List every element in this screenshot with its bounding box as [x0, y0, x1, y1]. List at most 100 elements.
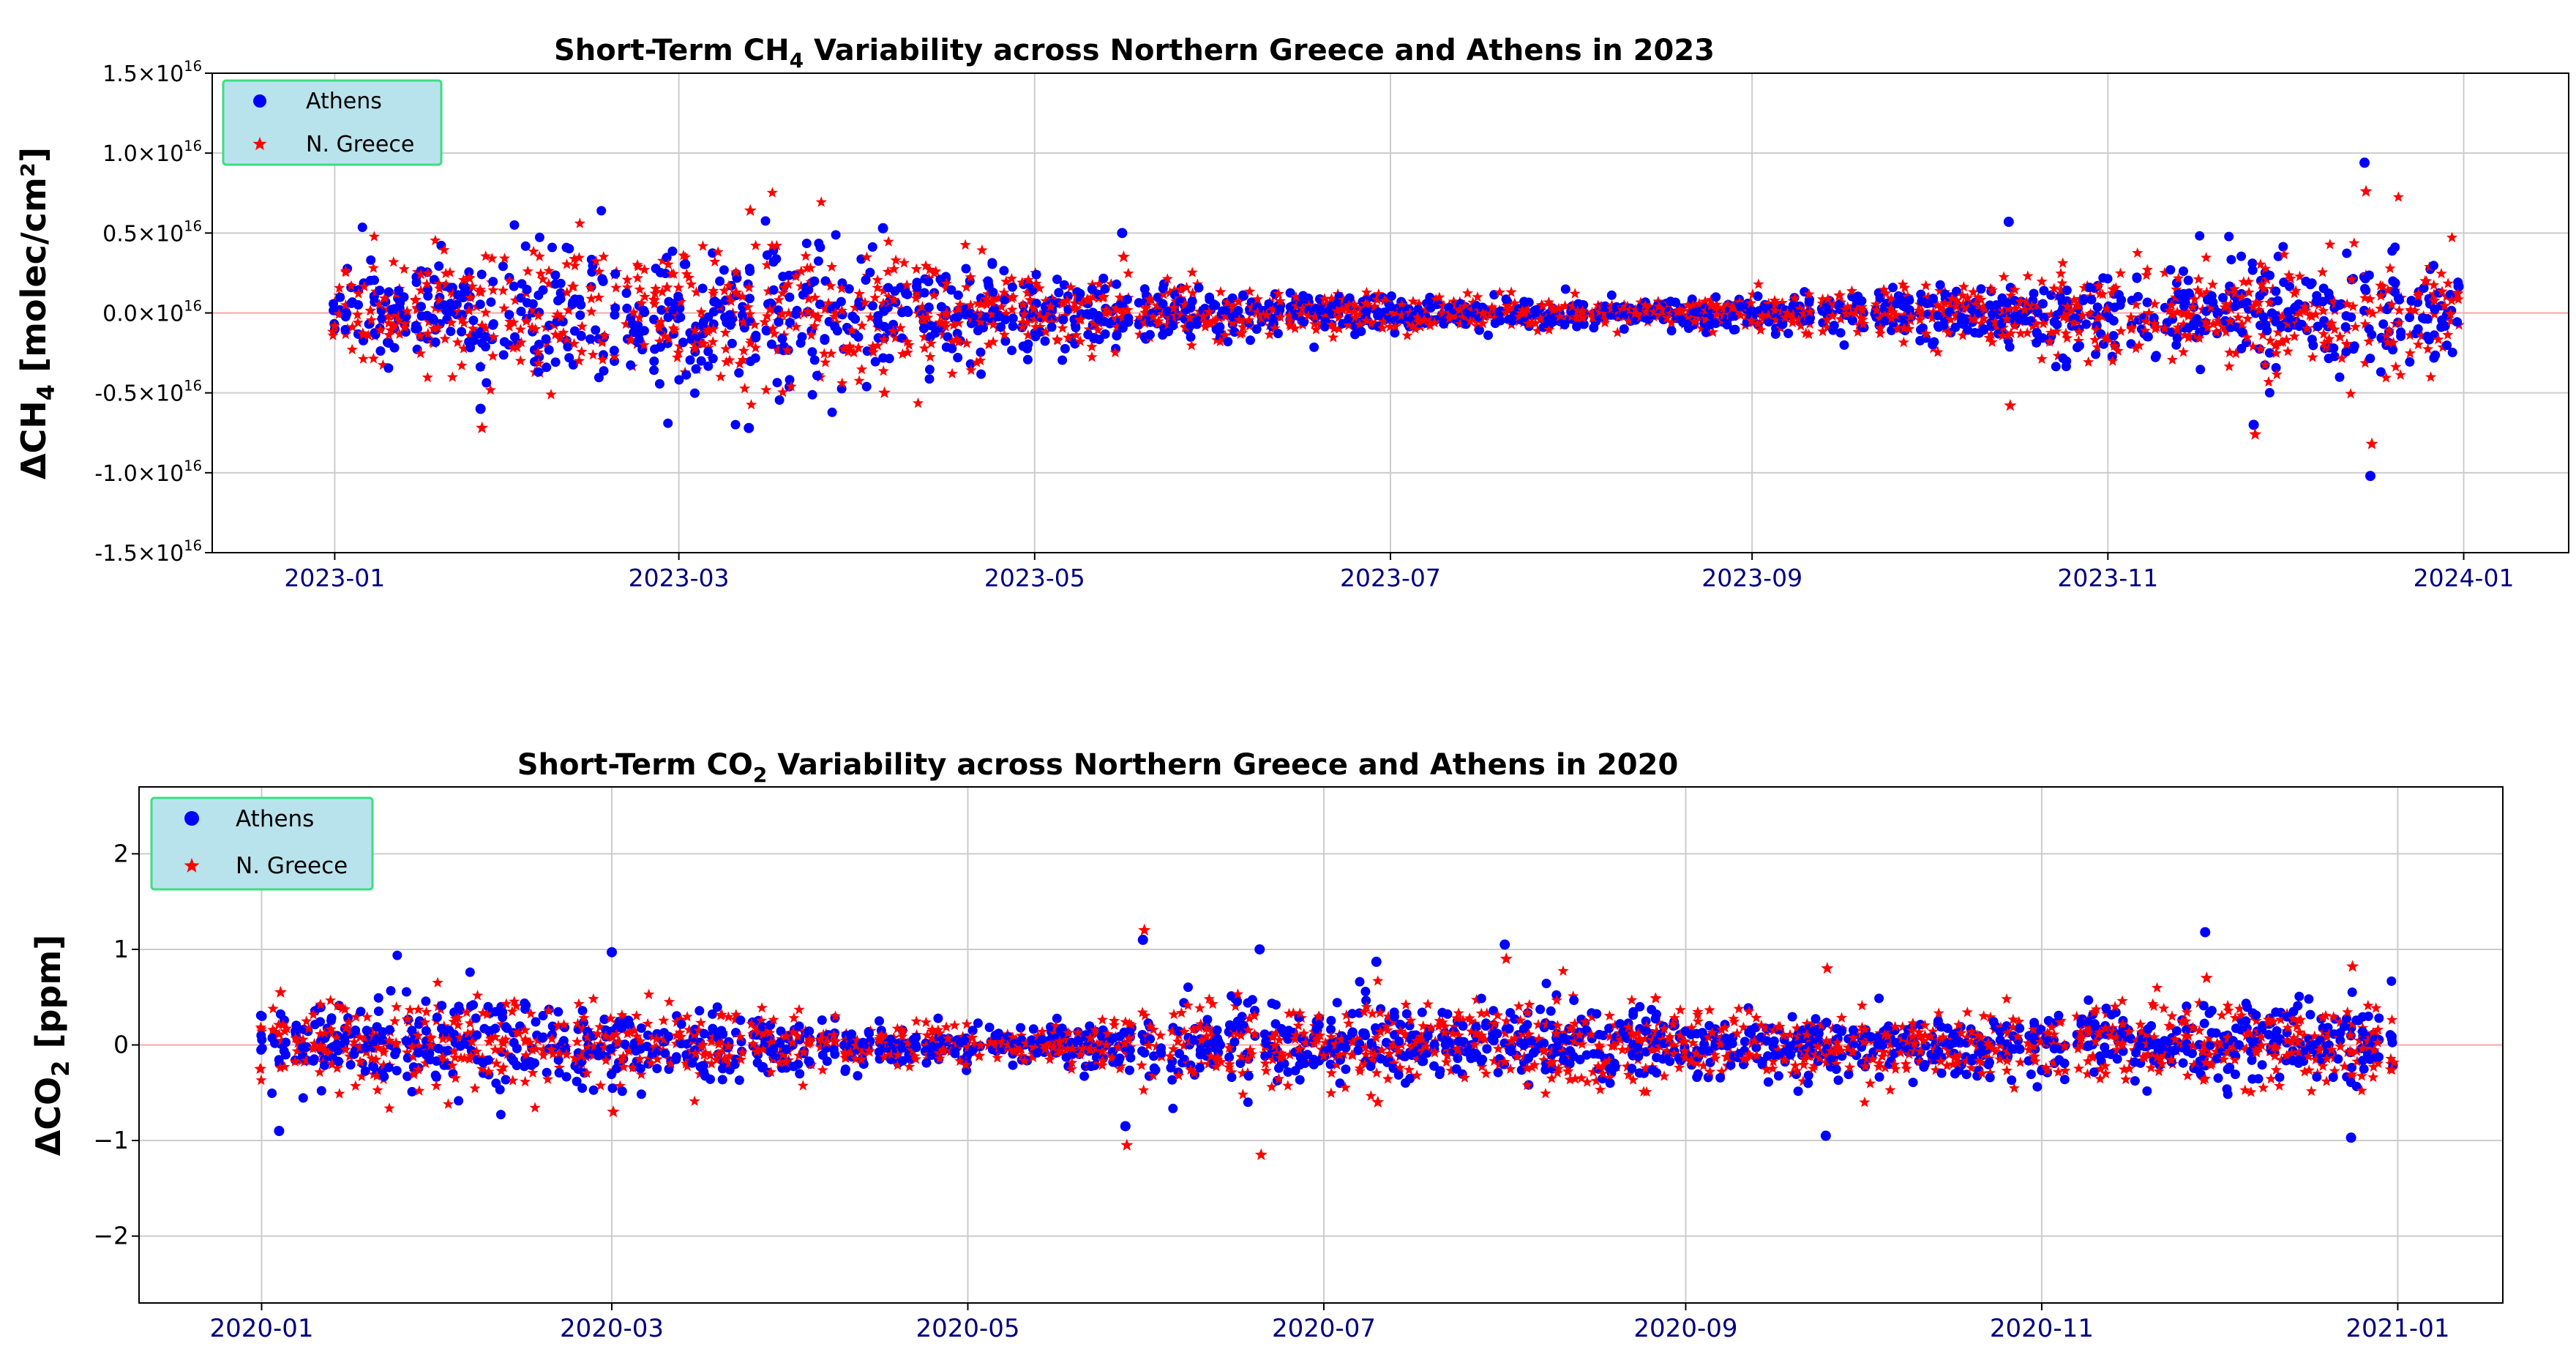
athens-point	[530, 1058, 539, 1068]
greece-point	[782, 278, 794, 289]
athens-point	[1007, 282, 1017, 292]
greece-point	[654, 321, 665, 333]
greece-point	[2057, 311, 2070, 323]
greece-point	[1874, 327, 1886, 339]
greece-point	[662, 303, 674, 315]
athens-point	[2271, 286, 2281, 296]
greece-point	[725, 295, 737, 307]
greece-point	[1827, 310, 1838, 321]
athens-point	[738, 302, 748, 312]
greece-point	[2264, 296, 2276, 308]
greece-point	[1208, 315, 1219, 326]
athens-point	[1209, 299, 1219, 310]
athens-point	[555, 294, 566, 304]
y-tick-mantissa: 1.5×10	[102, 61, 184, 87]
greece-point	[1237, 321, 1248, 332]
greece-point	[471, 990, 484, 1001]
athens-point	[1063, 291, 1073, 301]
greece-point	[809, 320, 820, 332]
greece-point	[825, 348, 837, 359]
greece-point	[1978, 313, 1990, 324]
athens-point	[809, 355, 820, 365]
greece-point	[737, 354, 749, 365]
greece-point	[444, 266, 456, 277]
athens-point	[675, 313, 686, 322]
athens-point	[888, 319, 899, 329]
greece-point	[1532, 325, 1543, 336]
greece-point	[768, 327, 780, 339]
greece-point	[1734, 296, 1745, 307]
athens-point	[689, 388, 700, 398]
greece-point	[1109, 1019, 1120, 1030]
greece-point	[1232, 296, 1244, 307]
athens-point	[1271, 1000, 1281, 1010]
athens-point	[694, 1006, 705, 1016]
greece-point	[1816, 297, 1828, 309]
greece-point	[2201, 252, 2212, 263]
greece-point	[439, 333, 451, 344]
greece-point	[2324, 239, 2336, 250]
greece-point	[1509, 297, 1521, 308]
greece-point	[2055, 284, 2067, 295]
athens-point	[1113, 1056, 1123, 1067]
greece-point	[558, 326, 569, 338]
ch4-x-ticks: 2023-01 2023-03 2023-05 2023-07 2023-09 2023-…	[284, 553, 2514, 592]
athens-point	[624, 1015, 634, 1026]
greece-point	[1122, 304, 1134, 315]
athens-point	[836, 296, 846, 307]
athens-point	[466, 1001, 476, 1011]
greece-point	[861, 251, 873, 262]
greece-point	[1899, 282, 1911, 293]
greece-point	[632, 258, 643, 270]
greece-point	[673, 346, 684, 358]
athens-point	[621, 288, 632, 298]
athens-point	[785, 375, 795, 385]
greece-point	[772, 344, 784, 355]
greece-point	[896, 348, 908, 359]
greece-point	[639, 264, 651, 275]
greece-point	[610, 282, 622, 293]
greece-point	[2290, 285, 2302, 296]
greece-point	[1587, 311, 1598, 323]
greece-point	[2282, 318, 2294, 329]
greece-point	[1360, 286, 1372, 298]
greece-point	[1781, 307, 1793, 318]
athens-point	[2091, 349, 2101, 359]
athens-point	[976, 293, 986, 303]
athens-point	[1117, 228, 1128, 239]
greece-point	[1246, 302, 1258, 313]
greece-point	[383, 310, 394, 321]
athens-point	[563, 342, 573, 352]
greece-point	[1454, 318, 1466, 329]
greece-point	[853, 375, 865, 386]
greece-point	[383, 329, 395, 340]
greece-point	[1572, 305, 1584, 315]
greece-point	[1400, 998, 1412, 1010]
greece-point	[2141, 269, 2152, 280]
greece-point	[1385, 321, 1396, 332]
athens-point	[902, 289, 913, 299]
greece-point	[2223, 285, 2235, 297]
athens-point	[1493, 1067, 1503, 1078]
athens-point	[1105, 318, 1115, 329]
greece-point	[1569, 288, 1581, 299]
greece-point	[802, 305, 814, 317]
greece-point	[598, 250, 610, 262]
greece-point	[825, 280, 836, 291]
greece-point	[869, 291, 881, 303]
greece-point	[326, 326, 339, 337]
greece-point	[379, 292, 391, 304]
greece-point	[1151, 300, 1163, 311]
greece-point	[1914, 314, 1926, 325]
athens-point	[1134, 320, 1144, 329]
athens-point	[1728, 311, 1738, 321]
greece-point	[1104, 306, 1115, 318]
greece-point	[2062, 332, 2073, 343]
greece-point	[2307, 351, 2318, 362]
greece-point	[823, 297, 834, 308]
greece-point	[1471, 320, 1483, 332]
athens-point	[820, 276, 831, 286]
greece-point	[2442, 277, 2454, 288]
greece-point	[1833, 289, 1845, 301]
greece-point	[1951, 294, 1963, 306]
